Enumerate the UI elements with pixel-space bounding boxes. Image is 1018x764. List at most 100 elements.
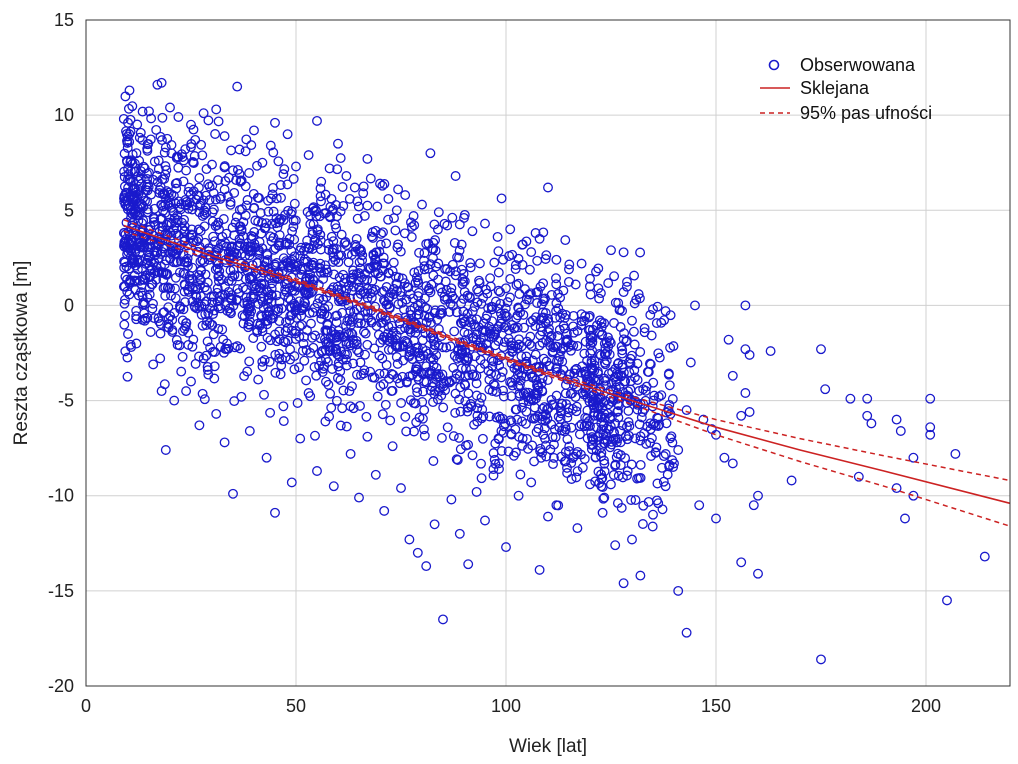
scatter-point [136,280,147,290]
scatter-point [257,326,268,337]
scatter-point [471,378,482,389]
scatter-point [316,196,326,207]
scatter-point [267,189,278,200]
scatter-point [429,308,440,318]
scatter-point [122,352,133,363]
scatter-point [490,458,501,469]
scatter-point [524,339,535,349]
scatter-point [504,251,515,261]
scatter-point [274,316,285,327]
scatter-point [583,325,594,336]
scatter-point [383,344,394,355]
scatter-point [596,317,607,328]
scatter-point [523,443,533,454]
scatter-point [390,225,401,236]
scatter-point [274,353,285,364]
scatter-point [160,445,171,455]
scatter-point [163,313,174,324]
scatter-point [166,290,176,301]
scatter-point [237,310,248,321]
scatter-point [542,404,553,415]
scatter-point [362,274,373,285]
scatter-point [243,322,254,333]
scatter-point [142,185,153,196]
scatter-point [338,385,349,396]
scatter-point [505,224,516,235]
scatter-point [529,402,540,413]
scatter-point [597,507,608,518]
scatter-point [331,395,342,406]
scatter-point [552,331,563,341]
scatter-point [187,262,198,273]
scatter-point [262,332,273,343]
scatter-point [719,452,730,463]
scatter-point [524,264,535,275]
scatter-point [610,418,621,429]
scatter-point [177,351,188,362]
scatter-point [496,313,507,324]
scatter-point [232,283,243,294]
scatter-point [564,441,575,452]
scatter-point [476,458,486,469]
scatter-point [412,547,423,558]
scatter-point [400,190,411,201]
scatter-point [337,182,348,192]
scatter-point [308,342,319,353]
scatter-point [192,303,202,314]
scatter-point [550,432,561,443]
scatter-point [611,452,622,463]
scatter-point [235,343,246,354]
scatter-point [387,334,398,345]
scatter-point [193,224,204,235]
scatter-point [158,283,169,294]
scatter-point [590,375,601,386]
scatter-point [194,173,205,183]
scatter-point [622,276,632,287]
scatter-point [344,386,355,397]
scatter-point [201,320,212,331]
scatter-point [467,369,478,380]
scatter-point [370,469,381,480]
scatter-point [651,318,662,329]
scatter-point [202,361,213,372]
scatter-point [575,367,586,378]
scatter-point [122,142,133,153]
scatter-point [510,447,521,458]
scatter-point [568,340,579,351]
y-tick-label: -5 [58,391,74,411]
scatter-point [207,207,218,218]
scatter-point [354,268,364,279]
scatter-point [727,370,738,381]
scatter-point [253,374,264,385]
scatter-point [410,277,421,288]
scatter-point [243,245,254,256]
scatter-point [137,274,148,285]
scatter-point [753,568,763,579]
scatter-point [200,237,211,248]
scatter-point [347,381,357,392]
scatter-point [469,301,480,312]
scatter-point [149,156,160,167]
scatter-point [590,476,601,487]
scatter-point [609,372,620,383]
scatter-point [516,351,527,362]
scatter-point [379,296,390,307]
scatter-point [346,249,357,260]
scatter-point [157,225,168,236]
scatter-point [339,332,350,342]
scatter-point [399,228,410,239]
scatter-point [648,377,659,388]
scatter-point [530,321,541,332]
scatter-point [498,391,509,402]
x-tick-label: 50 [286,696,306,716]
scatter-point [613,358,624,368]
scatter-point [652,412,663,423]
scatter-point [226,242,237,252]
scatter-point [208,329,219,340]
scatter-point [499,337,510,348]
scatter-point [421,281,432,292]
scatter-point [942,595,952,606]
scatter-point [513,381,524,392]
scatter-point [356,318,366,329]
scatter-point [458,306,469,317]
